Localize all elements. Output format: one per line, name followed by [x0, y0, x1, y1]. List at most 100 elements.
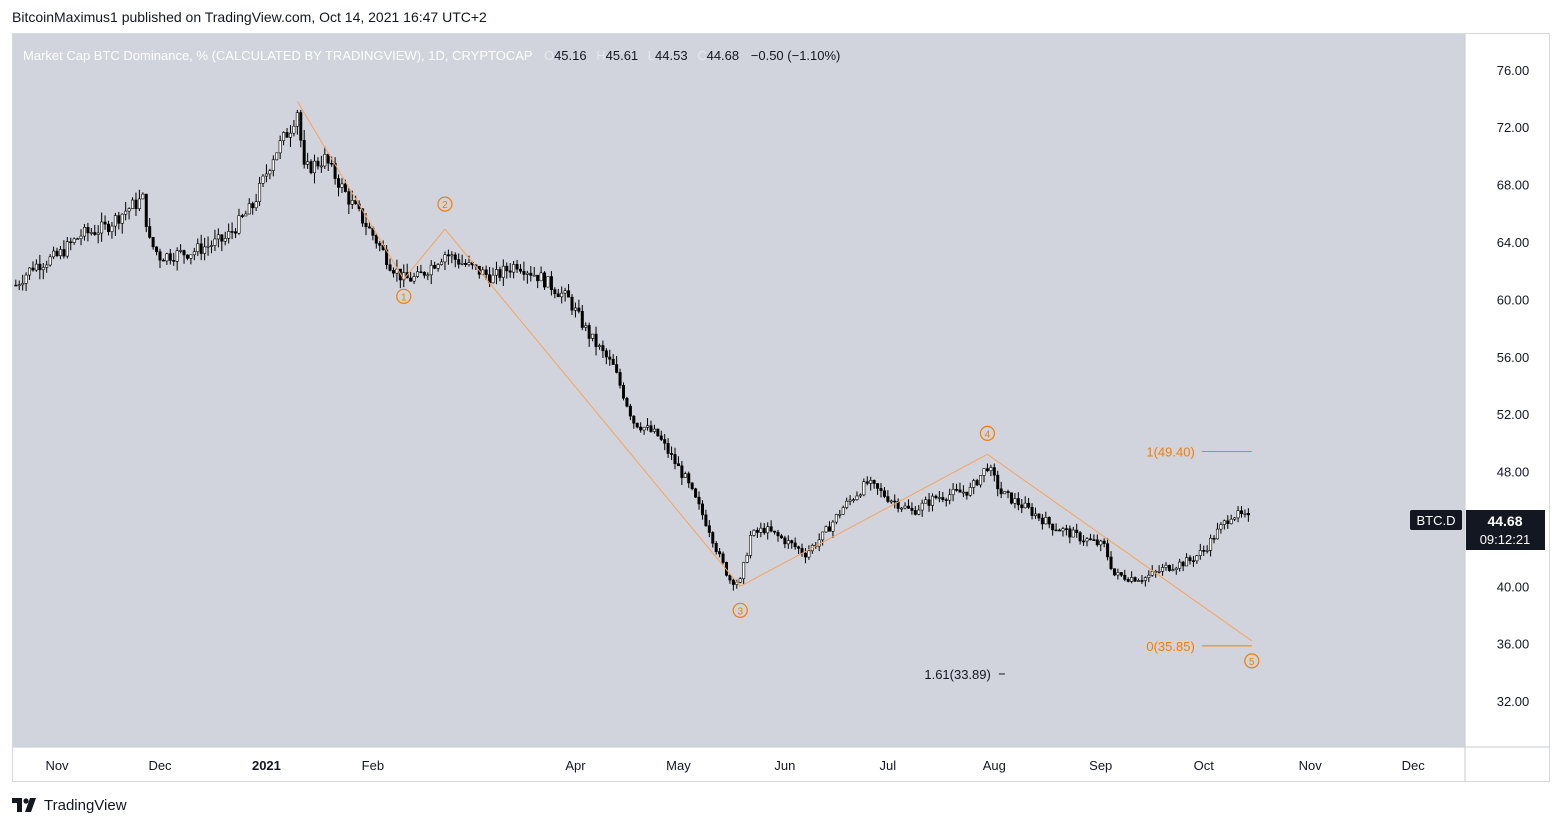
candle-body	[752, 529, 756, 536]
candle-body	[1068, 528, 1072, 538]
candle-body	[415, 271, 419, 277]
candle-body	[1119, 572, 1123, 576]
candle-body	[965, 491, 969, 496]
time-axis-labels: Nov Dec 2021 Feb Apr May Jun Jul Aug Sep Oct Nov Dec	[45, 758, 1425, 773]
candle-body	[790, 540, 794, 544]
candle-body	[86, 227, 90, 234]
candle-body	[189, 254, 193, 259]
chart-svg[interactable]: 1 2 3 4 5 1(49.40) 0(35.85) 1.61(33.89) 32.00 3…	[13, 34, 1549, 781]
wave-segment	[987, 453, 1253, 642]
candle-body	[79, 235, 83, 239]
candle-body	[1099, 540, 1103, 546]
candle-body	[1198, 550, 1202, 556]
candle-body	[979, 475, 983, 486]
candle-body	[457, 259, 461, 265]
candle-body	[422, 272, 426, 276]
candle-body	[361, 208, 365, 224]
candle-body	[440, 261, 444, 265]
candle-body	[749, 535, 753, 556]
candle-body	[848, 499, 852, 502]
candle-body	[433, 264, 437, 269]
candle-body	[985, 468, 989, 471]
chart-panel[interactable]: 1 2 3 4 5 1(49.40) 0(35.85) 1.61(33.89) 32.00 3…	[12, 33, 1550, 782]
candle-body	[714, 542, 718, 552]
candle-body	[539, 272, 543, 282]
fib-level-label: 1(49.40)	[1146, 444, 1194, 459]
candle-body	[72, 238, 76, 243]
candle-body	[1161, 567, 1165, 572]
candle-body	[858, 494, 862, 497]
candle-body	[1033, 513, 1037, 516]
candle-body	[367, 226, 371, 229]
candle-body	[1078, 532, 1082, 542]
candle-body	[182, 250, 186, 256]
candle-body	[776, 531, 780, 537]
bar-countdown: 09:12:21	[1480, 532, 1531, 547]
candle-body	[1157, 571, 1161, 573]
candle-body	[1243, 513, 1247, 515]
candle-body	[876, 483, 880, 489]
wave-label-circle	[396, 288, 412, 304]
candle-body	[961, 491, 965, 494]
candle-body	[621, 385, 625, 399]
candle-body	[1071, 529, 1075, 538]
candle-body	[903, 505, 907, 509]
candle-body	[896, 501, 900, 509]
candle-body	[58, 249, 62, 257]
candle-body	[834, 514, 838, 523]
candle-body	[254, 201, 258, 209]
candle-body	[192, 251, 196, 256]
candle-body	[1044, 517, 1048, 525]
candle-body	[635, 422, 639, 428]
candle-body	[110, 225, 114, 232]
candle-body	[501, 265, 505, 278]
candle-body	[1095, 539, 1099, 546]
candle-body	[144, 193, 148, 227]
candle-body	[639, 426, 643, 431]
candle-body	[199, 243, 203, 254]
candle-body	[1229, 518, 1233, 524]
symbol-tag[interactable]: BTC.D	[1410, 510, 1462, 530]
candle-body	[924, 499, 928, 504]
candle-body	[525, 272, 529, 275]
candle-body	[731, 579, 735, 585]
candle-body	[312, 160, 316, 174]
candle-body	[687, 473, 691, 484]
candle-body	[941, 497, 945, 500]
candle-body	[24, 274, 28, 284]
candle-body	[608, 356, 612, 360]
candle-body	[316, 160, 320, 167]
candle-body	[134, 199, 138, 209]
candle-body	[779, 535, 783, 539]
candle-body	[611, 358, 615, 365]
candle-body	[323, 154, 327, 167]
candle-body	[364, 222, 368, 228]
candle-body	[117, 215, 121, 224]
candle-body	[1092, 539, 1096, 542]
candle-body	[721, 553, 725, 563]
fib-level-label: 1.61(33.89)	[924, 667, 991, 682]
candle-body	[893, 500, 897, 503]
candle-body	[1051, 523, 1055, 531]
wave-segment	[444, 228, 741, 587]
candle-body	[958, 489, 962, 493]
time-axis-tick: Jul	[880, 758, 897, 773]
candle-body	[948, 494, 952, 501]
candle-body	[955, 489, 959, 491]
candle-body	[786, 540, 790, 545]
tradingview-logo[interactable]: TradingView	[12, 795, 127, 815]
candle-body	[659, 435, 663, 440]
candle-body	[1037, 513, 1041, 519]
wave-label: 2	[442, 200, 448, 211]
legend-o-value: 45.16	[554, 48, 587, 63]
legend-c-label: C	[697, 48, 706, 63]
candle-body	[1140, 580, 1144, 582]
candle-body	[1174, 567, 1178, 571]
candle-body	[1185, 557, 1189, 567]
candle-body	[625, 397, 629, 407]
time-axis-tick: Jun	[774, 758, 795, 773]
ohlc-legend: Market Cap BTC Dominance, % (CALCULATED …	[23, 48, 840, 63]
candle-body	[951, 489, 955, 496]
candle-body	[151, 237, 155, 248]
candle-body	[65, 241, 69, 257]
